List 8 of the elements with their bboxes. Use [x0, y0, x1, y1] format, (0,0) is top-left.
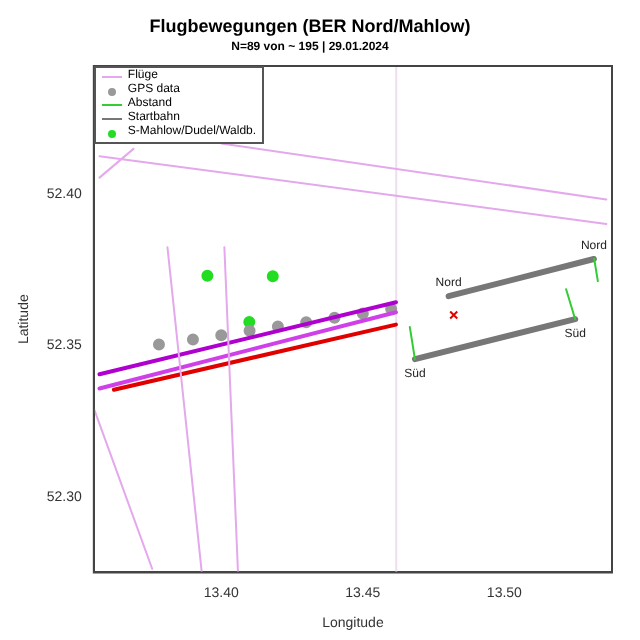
chart-title: Flugbewegungen (BER Nord/Mahlow) [149, 15, 471, 36]
point [449, 310, 459, 320]
point [152, 338, 165, 351]
point [201, 269, 214, 282]
point [215, 329, 228, 342]
point [243, 324, 256, 337]
point [186, 333, 199, 346]
point [266, 270, 279, 283]
